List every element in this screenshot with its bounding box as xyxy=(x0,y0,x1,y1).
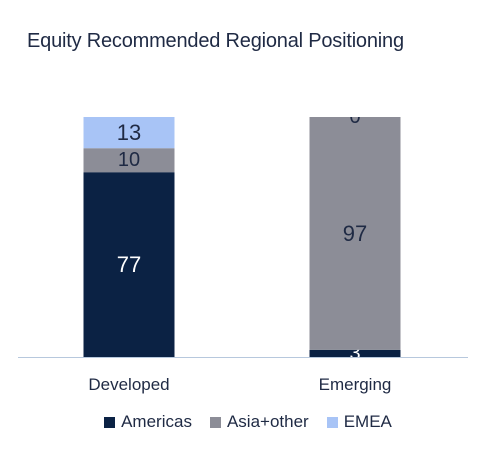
data-label-developed-americas: 77 xyxy=(117,252,141,277)
data-label-developed-asia-other: 10 xyxy=(118,149,140,171)
x-tick-label-emerging: Emerging xyxy=(319,375,392,394)
bar-developed-asia-other xyxy=(83,148,175,173)
bar-developed-emea xyxy=(83,117,175,149)
legend-swatch-asia-other xyxy=(209,416,221,428)
bar-emerging-asia-other xyxy=(309,117,401,350)
chart-title: Equity Recommended Regional Positioning xyxy=(27,30,404,52)
legend-swatch-emea xyxy=(326,416,338,428)
data-label-emerging-emea: 0 xyxy=(349,106,360,128)
legend-label-americas: Americas xyxy=(121,412,192,431)
data-label-developed-emea: 13 xyxy=(117,120,141,145)
bar-emerging-americas xyxy=(309,349,401,357)
legend: Americas Asia+other EMEA xyxy=(0,412,496,432)
legend-label-asia-other: Asia+other xyxy=(226,412,309,431)
x-tick-label-developed: Developed xyxy=(88,375,169,394)
legend-label-emea: EMEA xyxy=(343,412,392,431)
legend-item-asia-other: Asia+other xyxy=(209,412,309,432)
legend-item-emea: EMEA xyxy=(326,412,392,432)
legend-item-americas: Americas xyxy=(104,412,192,432)
x-axis-labels: Developed Emerging xyxy=(88,375,391,394)
bar-developed-americas xyxy=(83,172,175,357)
data-label-emerging-asia-other: 97 xyxy=(343,221,367,246)
legend-swatch-americas xyxy=(104,416,116,428)
